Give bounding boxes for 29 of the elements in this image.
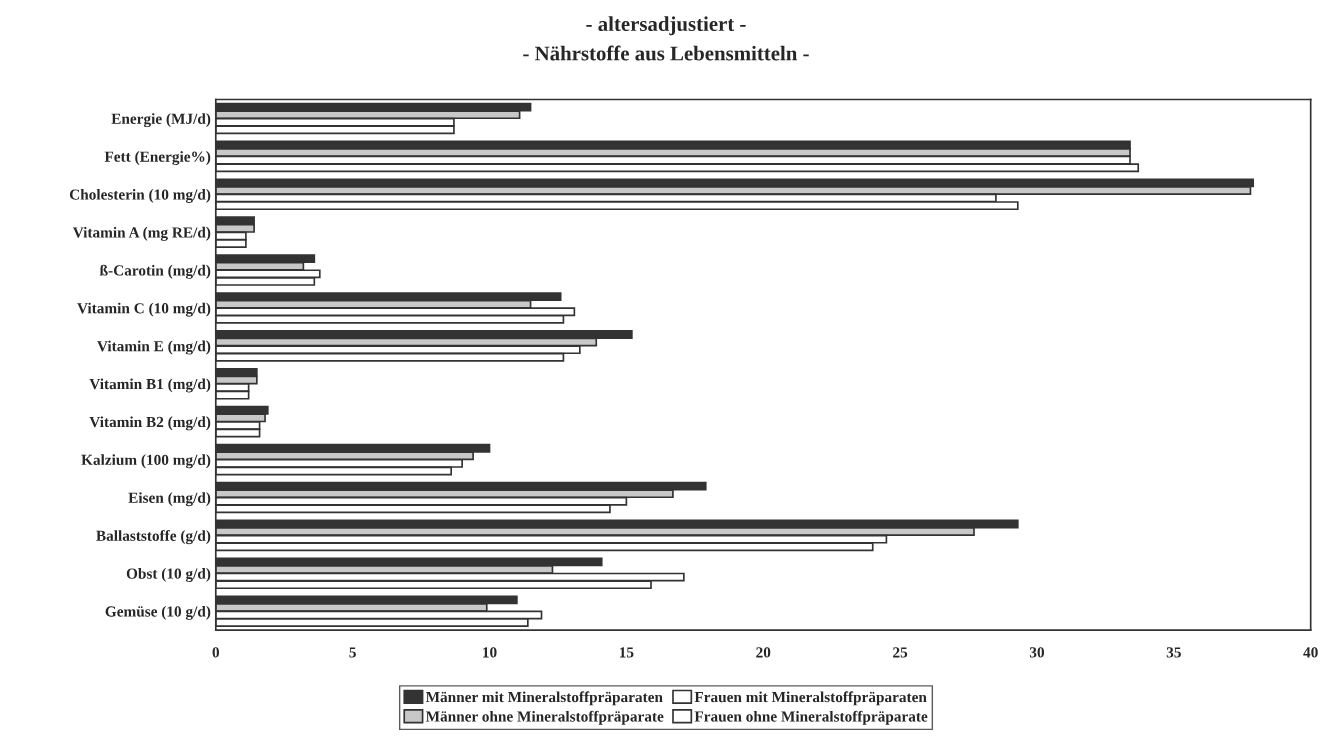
- legend-label: Frauen mit Mineralstoffpräparaten: [694, 691, 927, 706]
- x-tick-label: 25: [893, 647, 908, 658]
- y-tick-label: Vitamin E (mg/d): [97, 340, 211, 355]
- y-tick-label: Fett (Energie%): [104, 151, 211, 166]
- y-tick-label: Eisen (mg/d): [128, 492, 211, 507]
- legend-label: Frauen ohne Mineralstoffpräparate: [694, 710, 928, 725]
- y-tick-label: Obst (10 g/d): [126, 567, 211, 582]
- x-tick-label: 5: [349, 647, 356, 658]
- y-tick-label: Gemüse (10 g/d): [105, 605, 211, 620]
- y-tick-label: Vitamin B1 (mg/d): [89, 378, 211, 393]
- x-tick-label: 40: [1303, 647, 1318, 658]
- y-tick-label: Ballaststoffe (g/d): [96, 530, 211, 545]
- legend-label: Männer ohne Mineralstoffpräparate: [425, 710, 664, 725]
- x-tick-label: 15: [619, 647, 634, 658]
- x-tick-label: 10: [483, 647, 497, 658]
- chart-subtitle: - Nährstoffe aus Lebensmitteln -: [523, 45, 809, 61]
- y-tick-label: Vitamin C (10 mg/d): [77, 302, 211, 317]
- x-tick-label: 35: [1166, 647, 1181, 658]
- y-tick-label: Vitamin B2 (mg/d): [89, 416, 211, 431]
- x-tick-label: 20: [756, 647, 771, 658]
- y-tick-label: ß-Carotin (mg/d): [99, 264, 211, 279]
- x-tick-label: 30: [1029, 647, 1045, 658]
- y-tick-label: Cholesterin (10 mg/d): [69, 188, 211, 203]
- x-tick-label: 0: [212, 647, 220, 658]
- chart-title: - altersadjustiert -: [586, 16, 746, 36]
- y-tick-label: Vitamin A (mg RE/d): [72, 226, 211, 241]
- y-tick-label: Energie (MJ/d): [111, 113, 211, 128]
- legend-label: Männer mit Mineralstoffpräparaten: [425, 691, 663, 706]
- y-tick-label: Kalzium (100 mg/d): [81, 454, 211, 469]
